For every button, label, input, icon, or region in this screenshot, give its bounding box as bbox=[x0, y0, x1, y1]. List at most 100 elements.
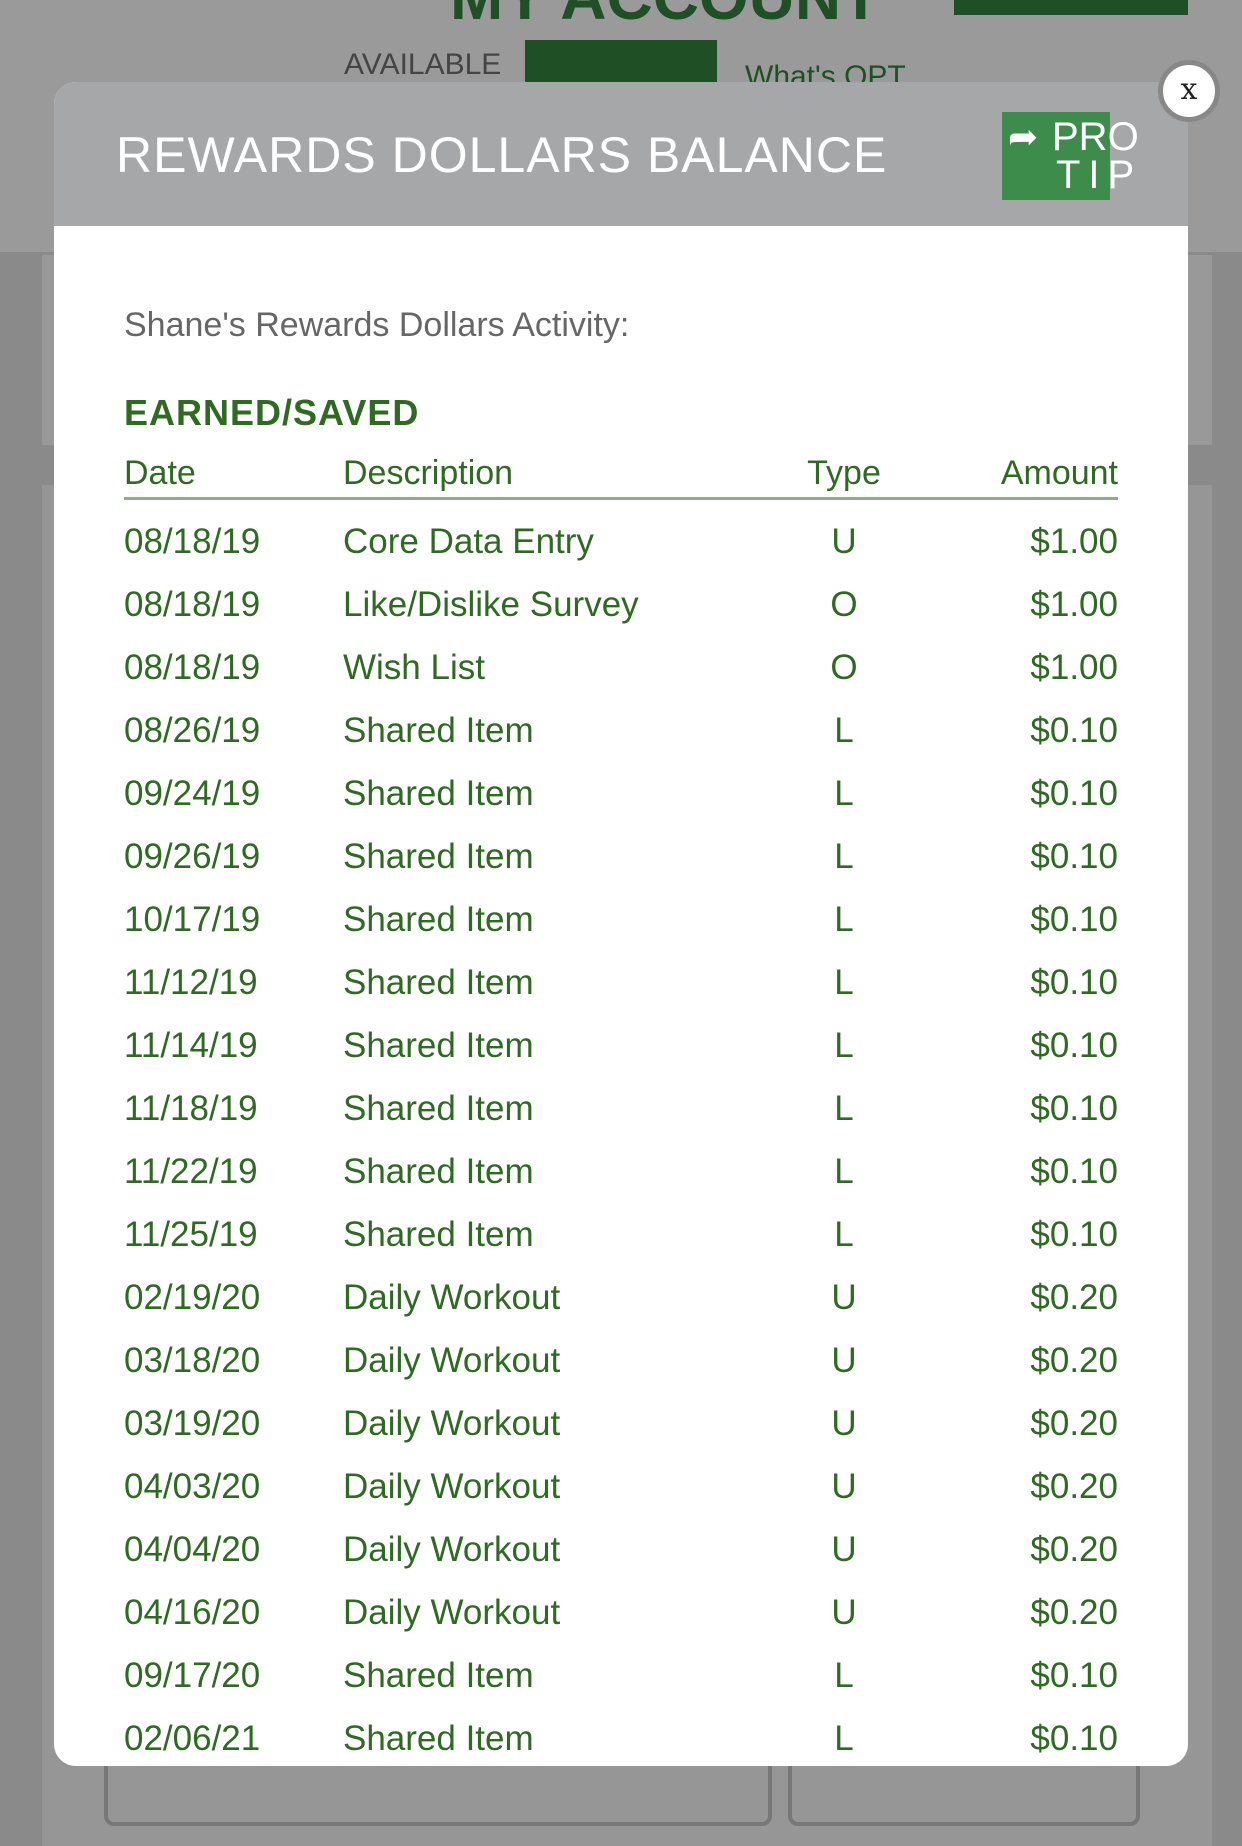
cell-amount: $0.20 bbox=[1030, 1404, 1118, 1443]
column-description: Description bbox=[343, 454, 514, 492]
table-row: 09/24/19 Shared Item L $0.10 bbox=[124, 774, 1118, 837]
cell-type: L bbox=[834, 774, 854, 813]
activity-title: Shane's Rewards Dollars Activity: bbox=[124, 306, 630, 344]
cell-date: 11/22/19 bbox=[124, 1152, 258, 1191]
cell-date: 08/18/19 bbox=[124, 585, 261, 624]
pro-tip-line1: PRO bbox=[1052, 115, 1139, 159]
cell-type: U bbox=[831, 522, 857, 561]
cell-amount: $0.20 bbox=[1030, 1341, 1118, 1380]
cell-description: Shared Item bbox=[343, 963, 534, 1002]
cell-amount: $0.10 bbox=[1030, 900, 1118, 939]
background-pro-tip bbox=[954, 0, 1188, 15]
cell-date: 08/18/19 bbox=[124, 522, 261, 561]
cell-type: L bbox=[834, 1719, 854, 1758]
table-header: Date Description Type Amount bbox=[124, 454, 1118, 500]
column-amount: Amount bbox=[1000, 454, 1118, 492]
cell-date: 11/14/19 bbox=[124, 1026, 258, 1065]
cell-amount: $0.20 bbox=[1030, 1467, 1118, 1506]
table-row: 10/17/19 Shared Item L $0.10 bbox=[124, 900, 1118, 963]
cell-type: L bbox=[834, 900, 854, 939]
cell-amount: $0.20 bbox=[1030, 1278, 1118, 1317]
table-row: 09/26/19 Shared Item L $0.10 bbox=[124, 837, 1118, 900]
cell-amount: $0.10 bbox=[1030, 1089, 1118, 1128]
table-row: 11/18/19 Shared Item L $0.10 bbox=[124, 1089, 1118, 1152]
cell-description: Shared Item bbox=[343, 1089, 534, 1128]
table-row: 08/18/19 Wish List O $1.00 bbox=[124, 648, 1118, 711]
cell-description: Shared Item bbox=[343, 1656, 534, 1695]
table-row: 11/14/19 Shared Item L $0.10 bbox=[124, 1026, 1118, 1089]
table-row: 09/17/20 Shared Item L $0.10 bbox=[124, 1656, 1118, 1719]
cell-description: Shared Item bbox=[343, 1215, 534, 1254]
cell-amount: $0.20 bbox=[1030, 1530, 1118, 1569]
cell-description: Daily Workout bbox=[343, 1404, 561, 1443]
cell-type: U bbox=[831, 1467, 857, 1506]
cell-type: L bbox=[834, 1026, 854, 1065]
table-row: 03/18/20 Daily Workout U $0.20 bbox=[124, 1341, 1118, 1404]
table-row: 04/04/20 Daily Workout U $0.20 bbox=[124, 1530, 1118, 1593]
cell-amount: $0.10 bbox=[1030, 1656, 1118, 1695]
cell-date: 02/06/21 bbox=[124, 1719, 261, 1758]
cell-type: L bbox=[834, 1152, 854, 1191]
cell-amount: $1.00 bbox=[1030, 585, 1118, 624]
cell-date: 08/18/19 bbox=[124, 648, 261, 687]
column-date: Date bbox=[124, 454, 196, 492]
cell-description: Shared Item bbox=[343, 837, 534, 876]
share-arrow-icon: ➦ bbox=[1008, 116, 1039, 157]
table-row: 03/19/20 Daily Workout U $0.20 bbox=[124, 1404, 1118, 1467]
cell-type: U bbox=[831, 1341, 857, 1380]
cell-date: 11/25/19 bbox=[124, 1215, 258, 1254]
cell-date: 09/17/20 bbox=[124, 1656, 261, 1695]
cell-amount: $0.10 bbox=[1030, 1719, 1118, 1758]
cell-amount: $0.10 bbox=[1030, 774, 1118, 813]
pro-tip-button[interactable]: ➦ PRO TIP bbox=[1002, 112, 1139, 200]
cell-date: 11/12/19 bbox=[124, 963, 258, 1002]
cell-date: 04/16/20 bbox=[124, 1593, 261, 1632]
cell-description: Like/Dislike Survey bbox=[343, 585, 639, 624]
cell-type: L bbox=[834, 837, 854, 876]
close-button[interactable]: x bbox=[1158, 60, 1220, 122]
table-row: 11/12/19 Shared Item L $0.10 bbox=[124, 963, 1118, 1026]
cell-description: Daily Workout bbox=[343, 1467, 561, 1506]
table-row: 08/18/19 Core Data Entry U $1.00 bbox=[124, 522, 1118, 585]
available-label: AVAILABLE bbox=[344, 48, 502, 81]
cell-description: Shared Item bbox=[343, 711, 534, 750]
cell-type: U bbox=[831, 1278, 857, 1317]
table-row: 04/16/20 Daily Workout U $0.20 bbox=[124, 1593, 1118, 1656]
cell-amount: $0.10 bbox=[1030, 711, 1118, 750]
cell-description: Daily Workout bbox=[343, 1530, 561, 1569]
background-field bbox=[104, 1740, 772, 1826]
cell-type: L bbox=[834, 1089, 854, 1128]
cell-date: 10/17/19 bbox=[124, 900, 261, 939]
table-row: 02/06/21 Shared Item L $0.10 bbox=[124, 1719, 1118, 1766]
cell-type: L bbox=[834, 711, 854, 750]
cell-amount: $1.00 bbox=[1030, 648, 1118, 687]
cell-type: L bbox=[834, 1215, 854, 1254]
cell-date: 04/04/20 bbox=[124, 1530, 261, 1569]
cell-description: Shared Item bbox=[343, 774, 534, 813]
cell-date: 11/18/19 bbox=[124, 1089, 258, 1128]
rewards-modal: REWARDS DOLLARS BALANCE ➦ PRO TIP Shane'… bbox=[54, 82, 1188, 1766]
cell-type: L bbox=[834, 963, 854, 1002]
cell-type: L bbox=[834, 1656, 854, 1695]
table-row: 11/25/19 Shared Item L $0.10 bbox=[124, 1215, 1118, 1278]
cell-amount: $0.10 bbox=[1030, 837, 1118, 876]
cell-date: 04/03/20 bbox=[124, 1467, 261, 1506]
cell-amount: $1.00 bbox=[1030, 522, 1118, 561]
cell-description: Daily Workout bbox=[343, 1593, 561, 1632]
cell-date: 08/26/19 bbox=[124, 711, 261, 750]
cell-date: 09/26/19 bbox=[124, 837, 261, 876]
cell-date: 02/19/20 bbox=[124, 1278, 261, 1317]
cell-type: U bbox=[831, 1593, 857, 1632]
modal-header: REWARDS DOLLARS BALANCE ➦ PRO TIP bbox=[54, 82, 1188, 226]
cell-description: Shared Item bbox=[343, 900, 534, 939]
cell-type: O bbox=[830, 648, 858, 687]
cell-amount: $0.10 bbox=[1030, 1026, 1118, 1065]
cell-description: Core Data Entry bbox=[343, 522, 594, 561]
cell-date: 03/19/20 bbox=[124, 1404, 261, 1443]
cell-description: Daily Workout bbox=[343, 1278, 561, 1317]
cell-amount: $0.10 bbox=[1030, 1152, 1118, 1191]
modal-body: Shane's Rewards Dollars Activity: EARNED… bbox=[54, 232, 1188, 1766]
balance-badge bbox=[525, 40, 717, 90]
cell-amount: $0.20 bbox=[1030, 1593, 1118, 1632]
cell-date: 09/24/19 bbox=[124, 774, 261, 813]
